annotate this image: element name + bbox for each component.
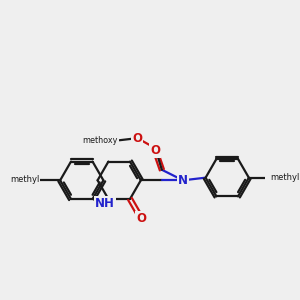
Text: O: O — [150, 144, 160, 157]
Text: methoxy: methoxy — [83, 136, 118, 145]
Text: methyl: methyl — [271, 173, 300, 182]
Text: O: O — [132, 132, 142, 145]
Text: NH: NH — [95, 197, 115, 210]
Text: O: O — [136, 212, 146, 225]
Text: N: N — [178, 174, 188, 187]
Text: methyl: methyl — [10, 175, 40, 184]
